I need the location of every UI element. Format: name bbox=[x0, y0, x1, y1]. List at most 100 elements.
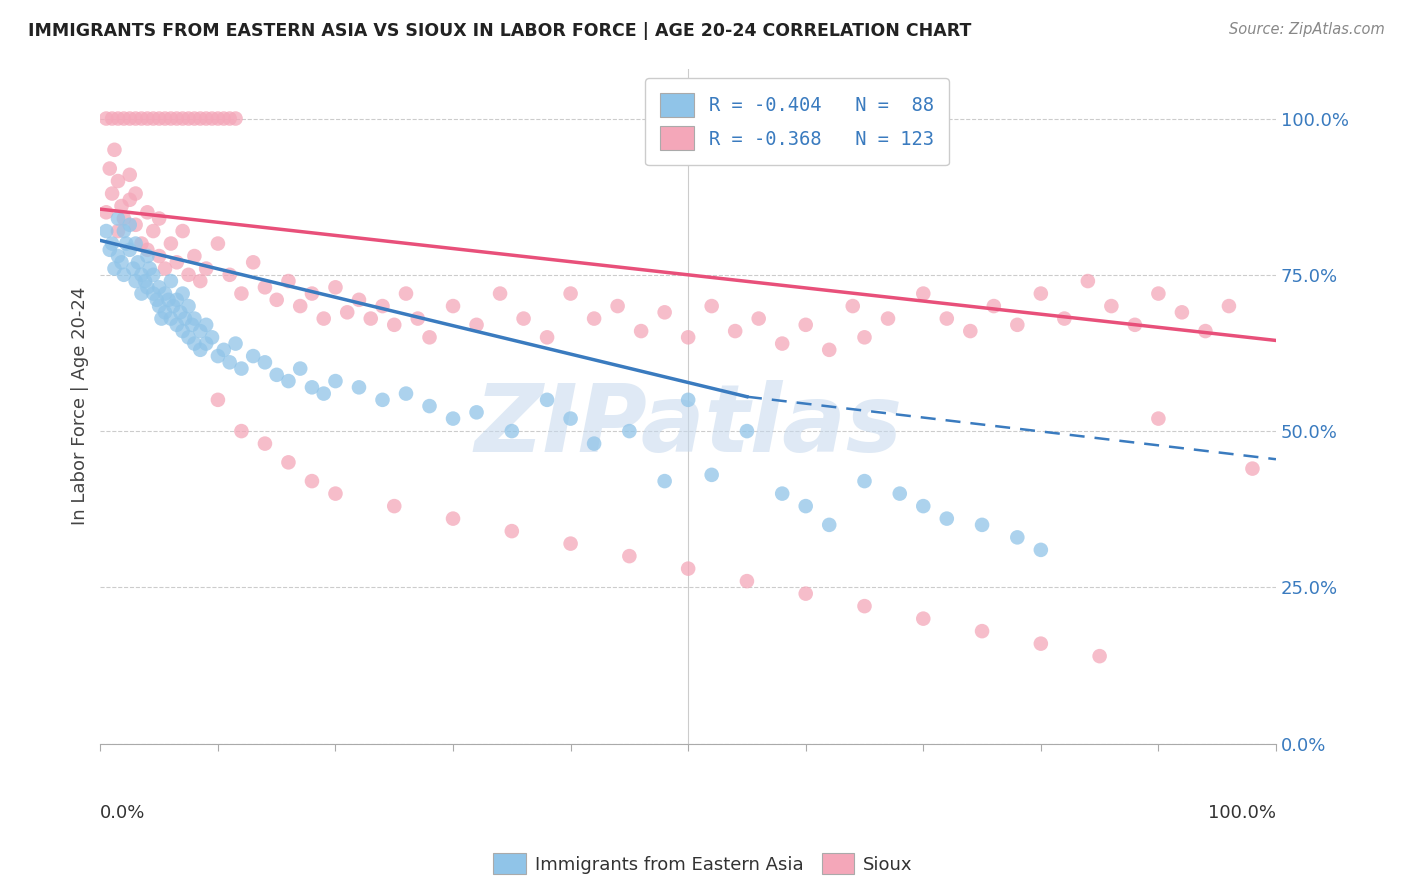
Point bbox=[560, 411, 582, 425]
Point bbox=[853, 330, 876, 344]
Point bbox=[218, 355, 240, 369]
Point bbox=[195, 336, 218, 351]
Point bbox=[101, 186, 124, 201]
Point bbox=[150, 311, 173, 326]
Point bbox=[489, 286, 512, 301]
Text: IMMIGRANTS FROM EASTERN ASIA VS SIOUX IN LABOR FORCE | AGE 20-24 CORRELATION CHA: IMMIGRANTS FROM EASTERN ASIA VS SIOUX IN… bbox=[28, 22, 972, 40]
Point bbox=[630, 324, 652, 338]
Point bbox=[174, 311, 197, 326]
Point bbox=[166, 112, 188, 126]
Point bbox=[1053, 311, 1076, 326]
Point bbox=[231, 424, 253, 438]
Point bbox=[1147, 411, 1170, 425]
Point bbox=[619, 549, 641, 563]
Point bbox=[115, 236, 138, 251]
Point bbox=[418, 330, 440, 344]
Point bbox=[134, 274, 156, 288]
Point bbox=[983, 299, 1005, 313]
Point bbox=[177, 268, 200, 282]
Point bbox=[153, 261, 176, 276]
Text: ZIPatlas: ZIPatlas bbox=[474, 380, 903, 473]
Point bbox=[162, 299, 184, 313]
Point bbox=[166, 293, 188, 307]
Point bbox=[465, 318, 488, 332]
Point bbox=[1007, 530, 1029, 544]
Point bbox=[195, 112, 218, 126]
Point bbox=[794, 318, 817, 332]
Point bbox=[536, 330, 558, 344]
Point bbox=[336, 305, 359, 319]
Point bbox=[1007, 318, 1029, 332]
Point bbox=[853, 599, 876, 614]
Point bbox=[676, 392, 699, 407]
Point bbox=[169, 305, 191, 319]
Point bbox=[183, 311, 205, 326]
Legend: Immigrants from Eastern Asia, Sioux: Immigrants from Eastern Asia, Sioux bbox=[484, 844, 922, 883]
Point bbox=[418, 399, 440, 413]
Point bbox=[360, 311, 382, 326]
Point bbox=[325, 374, 347, 388]
Point bbox=[212, 112, 235, 126]
Point bbox=[112, 112, 135, 126]
Point bbox=[654, 474, 676, 488]
Point bbox=[207, 112, 229, 126]
Point bbox=[101, 236, 124, 251]
Point bbox=[266, 293, 288, 307]
Point bbox=[970, 517, 993, 532]
Point bbox=[166, 255, 188, 269]
Point bbox=[218, 268, 240, 282]
Point bbox=[153, 112, 176, 126]
Point bbox=[877, 311, 900, 326]
Point bbox=[1241, 461, 1264, 475]
Point bbox=[160, 236, 183, 251]
Point bbox=[207, 349, 229, 363]
Point bbox=[188, 274, 211, 288]
Point bbox=[1123, 318, 1146, 332]
Point bbox=[277, 374, 299, 388]
Point bbox=[959, 324, 981, 338]
Point bbox=[441, 411, 464, 425]
Point bbox=[1029, 637, 1052, 651]
Point bbox=[188, 343, 211, 357]
Point bbox=[382, 499, 405, 513]
Point bbox=[501, 424, 523, 438]
Point bbox=[160, 311, 183, 326]
Point bbox=[794, 587, 817, 601]
Point bbox=[371, 299, 394, 313]
Point bbox=[406, 311, 429, 326]
Point bbox=[172, 286, 194, 301]
Point bbox=[347, 380, 370, 394]
Point bbox=[124, 274, 146, 288]
Point bbox=[124, 218, 146, 232]
Point bbox=[138, 261, 160, 276]
Point bbox=[96, 205, 118, 219]
Point bbox=[181, 318, 204, 332]
Point bbox=[382, 318, 405, 332]
Point bbox=[142, 112, 165, 126]
Point bbox=[136, 243, 159, 257]
Point bbox=[131, 286, 153, 301]
Point bbox=[96, 112, 118, 126]
Point bbox=[101, 112, 124, 126]
Point bbox=[118, 218, 141, 232]
Point bbox=[818, 517, 841, 532]
Point bbox=[166, 318, 188, 332]
Point bbox=[225, 336, 247, 351]
Point bbox=[583, 436, 606, 450]
Point bbox=[110, 199, 132, 213]
Point bbox=[127, 255, 149, 269]
Point bbox=[312, 311, 335, 326]
Point bbox=[225, 112, 247, 126]
Text: 100.0%: 100.0% bbox=[1208, 805, 1277, 822]
Point bbox=[107, 112, 129, 126]
Point bbox=[735, 424, 758, 438]
Point bbox=[172, 324, 194, 338]
Point bbox=[301, 380, 323, 394]
Point bbox=[112, 268, 135, 282]
Point bbox=[231, 286, 253, 301]
Point bbox=[172, 224, 194, 238]
Point bbox=[148, 280, 170, 294]
Point bbox=[160, 274, 183, 288]
Point bbox=[136, 249, 159, 263]
Point bbox=[157, 293, 180, 307]
